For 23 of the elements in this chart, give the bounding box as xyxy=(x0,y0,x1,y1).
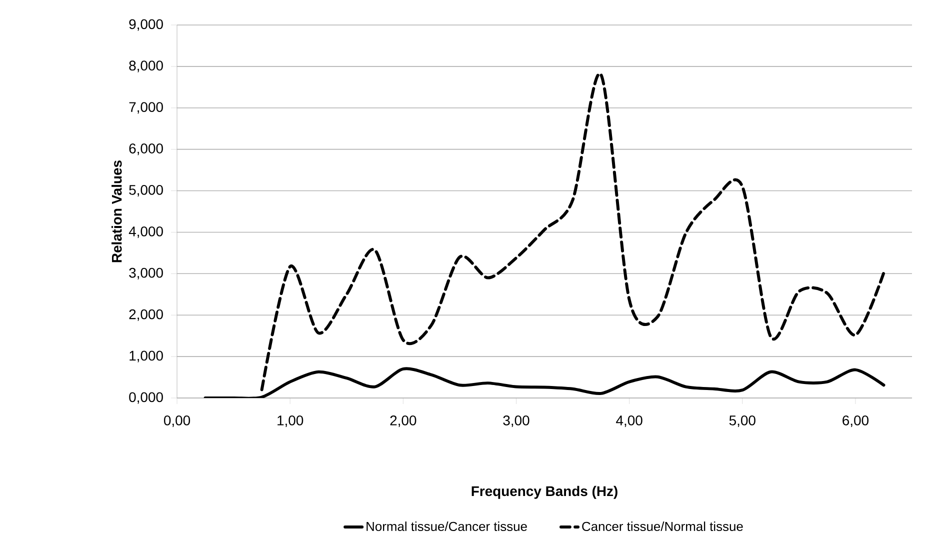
y-axis-title: Relation Values xyxy=(112,160,122,262)
y-tick-label: 7,000 xyxy=(129,102,163,114)
legend-label: Normal tissue/Cancer tissue xyxy=(366,522,527,532)
x-tick-label: 0,00 xyxy=(164,415,190,428)
y-tick-label: 0,000 xyxy=(129,392,163,404)
y-tick-label: 8,000 xyxy=(129,60,163,72)
x-tick-label: 3,00 xyxy=(503,415,530,428)
x-tick-label: 4,00 xyxy=(616,415,642,428)
x-tick-label: 1,00 xyxy=(278,415,304,428)
x-axis-title: Frequency Bands (Hz) xyxy=(472,486,618,499)
line-series xyxy=(260,72,886,392)
y-tick-label: 6,000 xyxy=(129,144,163,156)
y-tick-label: 1,000 xyxy=(130,350,163,362)
x-tick-label: 6,00 xyxy=(842,415,868,428)
y-tick-label: 4,000 xyxy=(128,226,163,238)
y-tick-label: 5,000 xyxy=(129,184,163,197)
line-series xyxy=(204,367,886,398)
y-tick-label: 9,000 xyxy=(129,19,163,31)
x-tick-label: 5,00 xyxy=(729,415,756,428)
y-tick-label: 3,000 xyxy=(129,268,163,280)
y-tick-label: 2,000 xyxy=(129,309,163,321)
x-tick-label: 2,00 xyxy=(390,415,416,428)
legend-label: Cancer tissue/Normal tissue xyxy=(582,522,743,532)
